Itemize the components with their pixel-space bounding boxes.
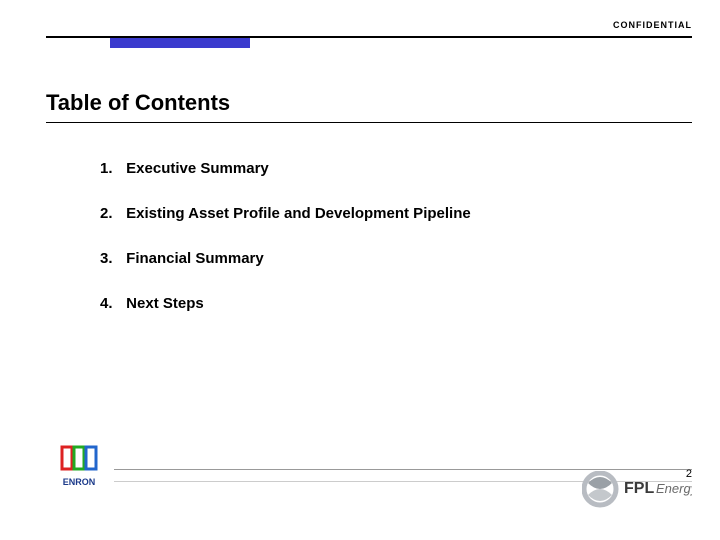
toc-number: 1. <box>100 160 122 177</box>
toc-list: 1. Executive Summary 2. Existing Asset P… <box>100 160 660 340</box>
title-underline <box>46 122 692 123</box>
toc-label: Existing Asset Profile and Development P… <box>126 205 471 222</box>
confidential-label: CONFIDENTIAL <box>613 20 692 30</box>
page-title: Table of Contents <box>46 90 692 122</box>
toc-label: Executive Summary <box>126 160 269 177</box>
toc-label: Next Steps <box>126 295 204 312</box>
enron-logo: ENRON <box>60 445 108 494</box>
toc-number: 2. <box>100 205 122 222</box>
toc-label: Financial Summary <box>126 250 264 267</box>
title-block: Table of Contents <box>46 90 692 123</box>
fpl-logo-icon: FPL Energy <box>582 471 692 515</box>
toc-item: 4. Next Steps <box>100 295 660 312</box>
toc-item: 3. Financial Summary <box>100 250 660 267</box>
footer-rule <box>114 469 692 470</box>
fpl-logo: FPL Energy <box>582 471 692 520</box>
enron-logo-icon: ENRON <box>60 445 108 489</box>
toc-number: 3. <box>100 250 122 267</box>
accent-bar <box>110 38 250 48</box>
toc-item: 2. Existing Asset Profile and Developmen… <box>100 205 660 222</box>
enron-logo-text: ENRON <box>63 477 96 487</box>
fpl-logo-subtext: Energy <box>656 481 692 496</box>
fpl-logo-text: FPL <box>624 480 654 497</box>
toc-number: 4. <box>100 295 122 312</box>
toc-item: 1. Executive Summary <box>100 160 660 177</box>
